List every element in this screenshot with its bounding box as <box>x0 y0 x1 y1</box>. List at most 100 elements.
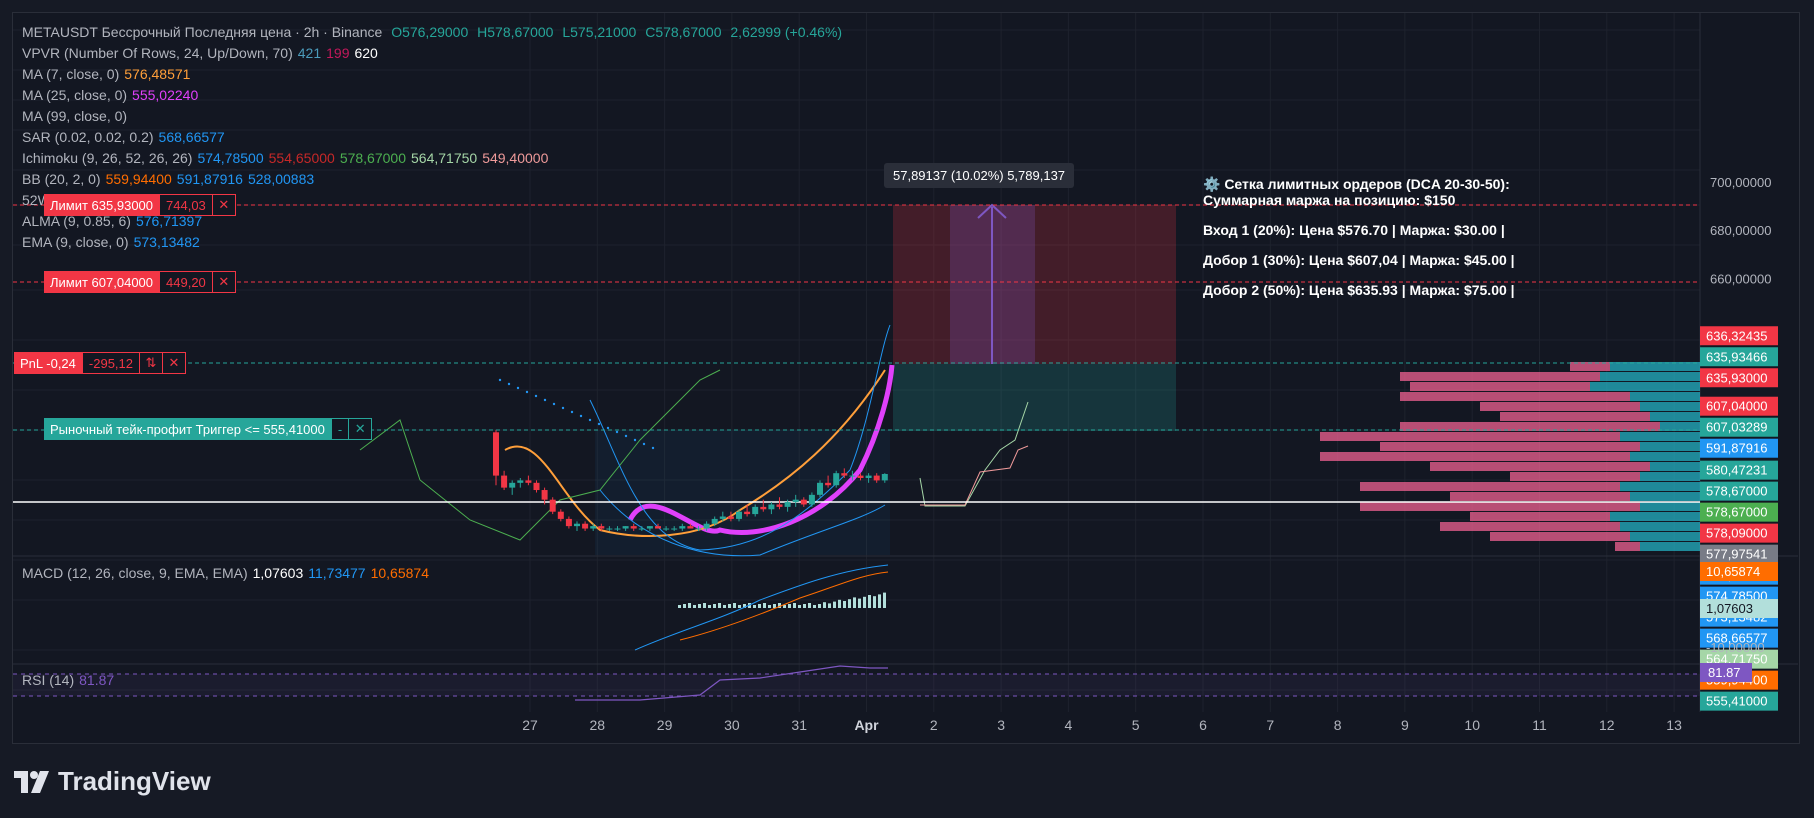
indicator-row[interactable]: ALMA (9, 0.85, 6) 576,71397 <box>22 211 842 232</box>
candle-body <box>703 523 710 529</box>
vpvr-down-bar <box>1410 382 1590 391</box>
dca-note[interactable]: ⚙️ Сетка лимитных ордеров (DCA 20-30-50)… <box>1203 176 1515 298</box>
price-marker-label: 580,47231 <box>1706 463 1767 478</box>
macd-hist-bar <box>693 605 696 608</box>
macd-hist-bar <box>723 605 726 608</box>
price-marker <box>1700 417 1778 437</box>
macd-marker <box>1700 599 1778 618</box>
sar-dot <box>525 390 529 394</box>
sar-dot <box>498 378 502 382</box>
vpvr-up-bar <box>1620 432 1700 441</box>
limit-order-qty[interactable]: 744,03 <box>159 194 213 216</box>
vpvr-down-bar <box>1450 492 1630 501</box>
candle-body <box>598 526 605 529</box>
time-tick: 10 <box>1464 717 1480 733</box>
indicator-value: 578,67000 <box>339 150 406 166</box>
candle-body <box>655 526 661 529</box>
macd-marker-label: 1,07603 <box>1706 601 1753 616</box>
candle-body <box>792 499 799 503</box>
macd-hist-bar <box>833 601 836 608</box>
reverse-icon[interactable]: ⇅ <box>140 352 163 374</box>
price-tick: 700,00000 <box>1710 175 1771 190</box>
take-profit-minus[interactable]: - <box>330 418 350 440</box>
vpvr-up-bar <box>1590 382 1700 391</box>
macd-hist-bar <box>873 596 876 608</box>
vpvr-up-bar <box>1610 362 1700 371</box>
time-tick: 3 <box>997 717 1005 733</box>
macd-hist-bar <box>793 603 796 608</box>
candle-body <box>865 475 872 478</box>
candle-body <box>630 526 637 529</box>
indicator-row[interactable]: SAR (0.02, 0.02, 0.2) 568,66577 <box>22 127 842 148</box>
sar-dot <box>570 410 574 414</box>
close-icon[interactable]: ✕ <box>212 271 236 293</box>
price-marker <box>1700 326 1778 346</box>
limit-order-tag-1[interactable]: Лимит 635,93000 744,03 ✕ <box>44 194 236 216</box>
candle-body <box>533 482 540 491</box>
macd-hist-bar <box>678 605 681 608</box>
limit-order-tag-2[interactable]: Лимит 607,04000 449,20 ✕ <box>44 271 236 293</box>
symbol-line[interactable]: METAUSDT Бессрочный Последняя цена · 2h … <box>22 22 842 43</box>
indicator-row[interactable]: BB (20, 2, 0) 559,94400 591,87916 528,00883 <box>22 169 842 190</box>
macd-hist-bar <box>803 604 806 608</box>
dca-line: Вход 1 (20%): Цена $576.70 | Маржа: $30.… <box>1203 222 1505 238</box>
macd-value: 1,07603 <box>252 565 304 581</box>
close-icon[interactable]: ✕ <box>163 352 186 374</box>
pnl-tag[interactable]: PnL -0,24 -295,12 ⇅ ✕ <box>14 352 186 374</box>
limit-order-label: Лимит 635,93000 <box>44 194 160 216</box>
sar-dot <box>624 434 628 438</box>
close-icon[interactable]: ✕ <box>212 194 236 216</box>
time-tick: 6 <box>1199 717 1207 733</box>
indicator-name: BB (20, 2, 0) <box>22 171 101 187</box>
pnl-qty[interactable]: -295,12 <box>81 352 140 374</box>
indicator-row[interactable]: Ichimoku (9, 26, 52, 26, 26) 574,78500 554… <box>22 148 842 169</box>
indicator-value: 421 <box>297 45 322 61</box>
macd-hist-bar <box>773 604 776 608</box>
sar-dot <box>507 382 511 386</box>
indicator-row[interactable]: EMA (9, close, 0) 573,13482 <box>22 232 842 253</box>
price-marker-label: 607,03289 <box>1706 420 1767 435</box>
candle-body <box>768 504 775 510</box>
take-profit-tag[interactable]: Рыночный тейк-профит Триггер <= 555,4100… <box>44 418 373 440</box>
bb-lower <box>599 489 886 557</box>
close-icon[interactable]: ✕ <box>349 418 373 440</box>
price-tick: 680,00000 <box>1710 223 1771 238</box>
indicator-row[interactable]: MA (99, close, 0) <box>22 106 842 127</box>
macd-hist-bar <box>883 592 886 608</box>
vpvr-up-bar <box>1660 422 1700 431</box>
sar-dot <box>516 386 520 390</box>
indicator-value: 555,02240 <box>132 87 199 103</box>
vpvr-up-bar <box>1610 512 1700 521</box>
indicator-name: SAR (0.02, 0.02, 0.2) <box>22 129 154 145</box>
price-marker <box>1700 691 1778 711</box>
indicator-row[interactable]: VPVR (Number Of Rows, 24, Up/Down, 70) 42… <box>22 43 842 64</box>
indicator-value: 591,87916 <box>176 171 243 187</box>
vpvr-up-bar <box>1650 462 1700 471</box>
vpvr-up-bar <box>1630 392 1700 401</box>
time-tick: 13 <box>1666 717 1682 733</box>
macd-legend[interactable]: MACD (12, 26, close, 9, EMA, EMA) 1,07603… <box>22 565 429 581</box>
indicator-row[interactable]: MA (7, close, 0) 576,48571 <box>22 64 842 85</box>
price-marker <box>1700 396 1778 416</box>
vpvr-down-bar <box>1400 392 1630 401</box>
price-axis: 700,00000680,00000660,00000620,00000636,… <box>1700 175 1778 711</box>
vpvr-up-bar <box>1650 412 1700 421</box>
price-marker <box>1700 628 1778 648</box>
rsi-legend[interactable]: RSI (14) 81.87 <box>22 672 114 688</box>
indicator-row[interactable]: 52W <box>22 190 842 211</box>
price-marker <box>1700 523 1778 543</box>
price-marker-label: 591,87916 <box>1706 441 1767 456</box>
indicator-value: 554,65000 <box>268 150 335 166</box>
vpvr-up-bar <box>1630 532 1700 541</box>
candle-body <box>557 511 564 519</box>
pnl-label: PnL -0,24 <box>14 352 82 374</box>
candle-body <box>509 482 516 488</box>
time-tick: 11 <box>1532 717 1547 733</box>
tradingview-logo[interactable]: TradingView <box>14 766 211 797</box>
time-tick: 31 <box>791 717 807 733</box>
rsi-value: 81.87 <box>79 672 115 688</box>
indicator-row[interactable]: MA (25, close, 0) 555,02240 <box>22 85 842 106</box>
price-marker-label: 555,41000 <box>1706 694 1767 709</box>
limit-order-qty[interactable]: 449,20 <box>159 271 213 293</box>
